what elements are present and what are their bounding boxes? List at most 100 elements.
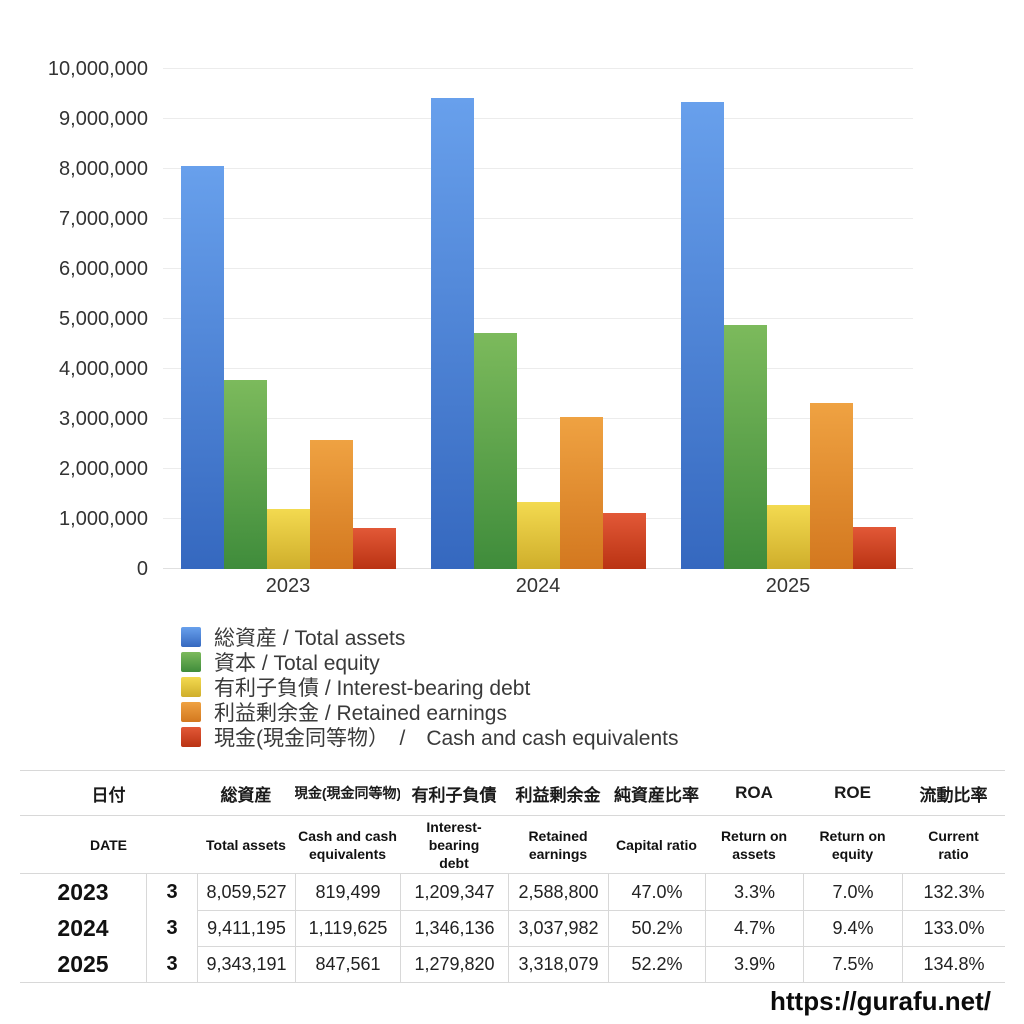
month-cell: 3	[146, 874, 197, 910]
legend-swatch-total-assets	[181, 626, 201, 647]
table-header-en-col0: Total assets	[197, 816, 295, 873]
header-line: DATE	[89, 836, 128, 853]
legend-label-interest-bearing-debt: 有利子負債 / Interest-bearing debt	[214, 676, 531, 700]
year-cell: 2023	[57, 878, 109, 905]
gridline	[163, 268, 913, 269]
header-line: equity	[831, 845, 874, 862]
table-header-en-col3: Retained earnings	[508, 816, 608, 873]
table-row-2024: 2024 3 9,411,195 1,119,625 1,346,136 3,037,98…	[20, 910, 1005, 946]
value-cell-r2-c2: 1,279,820	[400, 946, 508, 982]
value-cell-r0-c2: 1,209,347	[400, 874, 508, 910]
gridline	[163, 218, 913, 219]
bar-cash-and-cash-equivalents-2023	[352, 528, 396, 569]
value-cell-r0-c4: 47.0%	[608, 874, 705, 910]
gridline	[163, 68, 913, 69]
y-tick-label: 2,000,000	[59, 458, 148, 480]
table-header-en-col5: Return on assets	[705, 816, 803, 873]
value-cell-r0-c5: 3.3%	[705, 874, 803, 910]
value-cell-r2-c0: 9,343,191	[197, 946, 295, 982]
value-cell-r1-c1: 1,119,625	[295, 910, 400, 946]
header-line: Interest-	[426, 818, 482, 835]
x-axis-label-2025: 2025	[765, 575, 811, 597]
bar-total-assets-2024	[430, 98, 474, 569]
plot-area	[163, 68, 913, 569]
month-cell: 3	[146, 910, 197, 946]
table-header-en-col2: Interest-bearing debt	[400, 816, 508, 873]
header-line: Retained	[528, 827, 588, 844]
bar-interest-bearing-debt-2024	[516, 502, 560, 569]
bar-cash-and-cash-equivalents-2024	[602, 513, 646, 569]
legend-swatch-cash-and-cash-equivalents	[181, 726, 201, 747]
y-tick-label: 5,000,000	[59, 308, 148, 330]
value-cell-r0-c7: 132.3%	[902, 874, 1005, 910]
legend-item-retained-earnings: 利益剰余金 / Retained earnings	[181, 699, 679, 725]
value-cell-r1-c5: 4.7%	[705, 910, 803, 946]
y-tick-label: 3,000,000	[59, 408, 148, 430]
header-line: ratio	[938, 845, 969, 862]
legend-swatch-retained-earnings	[181, 701, 201, 722]
header-line: earnings	[528, 845, 588, 862]
financial-table: 日付 総資産 現金(現金同等物) 有利子負債 利益剰余金 純資産比率 ROA ROE 流動比率 D…	[20, 770, 1005, 983]
header-line: Return on	[720, 827, 788, 844]
header-line: Cash and cash	[298, 827, 397, 844]
y-tick-label: 9,000,000	[59, 108, 148, 130]
y-tick-label: 10,000,000	[47, 58, 148, 80]
bar-group-2024	[413, 69, 663, 569]
table-header-en-date: DATE	[20, 816, 197, 873]
table-header-ja-col6: ROE	[834, 783, 871, 802]
value-cell-r2-c5: 3.9%	[705, 946, 803, 982]
table-header-ja-col7: 流動比率	[919, 785, 988, 805]
value-cell-r2-c3: 3,318,079	[508, 946, 608, 982]
x-axis-label-2024: 2024	[515, 575, 561, 597]
legend-label-cash-and-cash-equivalents: 現金(現金同等物） / Cash and cash equivalents	[214, 726, 679, 750]
legend-item-total-assets: 総資産 / Total assets	[181, 624, 679, 650]
header-line: assets	[732, 845, 776, 862]
month-cell: 3	[146, 946, 197, 982]
legend: 総資産 / Total assets 資本 / Total equity 有利子負債…	[181, 624, 679, 750]
y-tick-label: 1,000,000	[59, 508, 148, 530]
value-cell-r1-c6: 9.4%	[803, 910, 902, 946]
gridline	[163, 118, 913, 119]
value-cell-r2-c7: 134.8%	[902, 946, 1005, 982]
legend-label-retained-earnings: 利益剰余金 / Retained earnings	[214, 701, 507, 725]
value-cell-r1-c0: 9,411,195	[197, 910, 295, 946]
y-tick-label: 6,000,000	[59, 258, 148, 280]
bar-retained-earnings-2024	[559, 417, 603, 569]
value-cell-r0-c0: 8,059,527	[197, 874, 295, 910]
value-cell-r1-c4: 50.2%	[608, 910, 705, 946]
value-cell-r1-c7: 133.0%	[902, 910, 1005, 946]
gridline	[163, 468, 913, 469]
header-line: Current	[928, 827, 979, 844]
value-cell-r2-c1: 847,561	[295, 946, 400, 982]
gridline	[163, 368, 913, 369]
bar-cash-and-cash-equivalents-2025	[852, 527, 896, 569]
bar-group-2025	[663, 69, 913, 569]
y-axis: 0 1,000,000 2,000,000 3,000,000 4,000,000 5,0…	[0, 58, 148, 580]
bar-total-assets-2023	[180, 166, 224, 569]
table-header-en-col7: Current ratio	[902, 816, 1005, 873]
header-line: bearing	[428, 836, 480, 853]
year-cell: 2024	[57, 914, 109, 941]
bar-total-equity-2024	[473, 333, 517, 569]
bar-retained-earnings-2023	[309, 440, 353, 569]
legend-label-total-assets: 総資産 / Total assets	[214, 626, 406, 650]
y-tick-label: 7,000,000	[59, 208, 148, 230]
table-header-ja-date: 日付	[91, 785, 126, 805]
table-header-en-col4: Capital ratio	[608, 816, 705, 873]
bar-retained-earnings-2025	[809, 403, 853, 569]
gridline	[163, 168, 913, 169]
table-header-ja-col4: 純資産比率	[614, 785, 699, 805]
table-header-row-ja: 日付 総資産 現金(現金同等物) 有利子負債 利益剰余金 純資産比率 ROA ROE 流動比率	[20, 771, 1005, 816]
header-line: equivalents	[308, 845, 387, 862]
gridline	[163, 418, 913, 419]
bar-total-equity-2023	[223, 380, 267, 569]
value-cell-r0-c1: 819,499	[295, 874, 400, 910]
table-header-ja-col0: 総資産	[220, 785, 272, 805]
legend-swatch-total-equity	[181, 651, 201, 672]
legend-label-total-equity: 資本 / Total equity	[214, 651, 380, 675]
gridline	[163, 318, 913, 319]
bar-interest-bearing-debt-2023	[266, 509, 310, 569]
header-line: debt	[439, 854, 469, 871]
site-watermark: https://gurafu.net/	[770, 986, 991, 1016]
value-cell-r1-c2: 1,346,136	[400, 910, 508, 946]
